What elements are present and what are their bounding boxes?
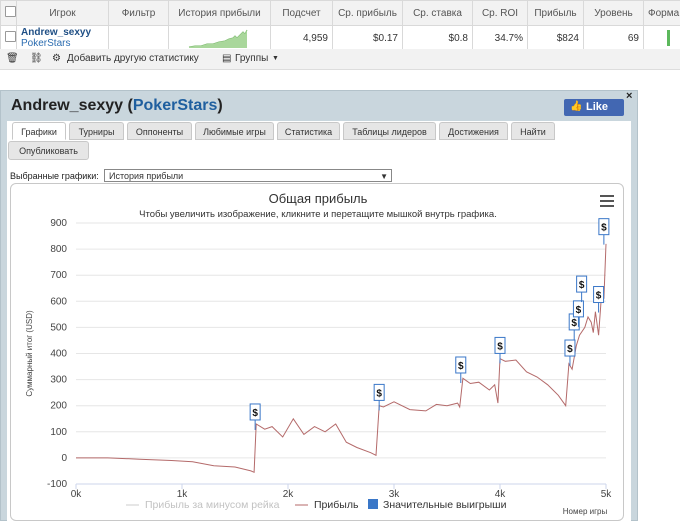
column-avg-roi[interactable]: Ср. ROI <box>473 1 528 26</box>
y-tick-label: 400 <box>50 349 67 360</box>
player-cell[interactable]: Andrew_sexyy PokerStars <box>17 26 109 51</box>
big-win-label: $ <box>567 344 573 355</box>
column-filter[interactable]: Фильтр <box>109 1 169 26</box>
tab-search[interactable]: Найти <box>511 122 555 140</box>
big-win-label: $ <box>376 388 382 399</box>
y-tick-label: 300 <box>50 375 67 386</box>
thumbs-up-icon: 👍 <box>570 101 582 112</box>
y-tick-label: 100 <box>50 427 67 438</box>
profit-series-line <box>76 244 606 472</box>
big-win-label: $ <box>497 341 503 352</box>
x-tick-label: 2k <box>283 489 295 500</box>
dropdown-arrow-icon: ▼ <box>380 170 388 183</box>
x-axis-title: Номер игры <box>563 507 608 516</box>
legend-symbol-big-wins <box>368 499 378 509</box>
column-avg-profit[interactable]: Ср. прибыль <box>333 1 403 26</box>
legend-net-profit: Прибыль за минусом рейка <box>145 499 280 511</box>
count-cell: 4,959 <box>271 26 333 51</box>
tab-leaderboards[interactable]: Таблицы лидеров <box>343 122 436 140</box>
avg-profit-cell: $0.17 <box>333 26 403 51</box>
column-avg-stake[interactable]: Ср. ставка <box>403 1 473 26</box>
level-cell: 69 <box>584 26 644 51</box>
tab-favorite-games[interactable]: Любимые игры <box>195 122 274 140</box>
link-icon[interactable]: ⛓ <box>30 53 43 64</box>
facebook-like-button[interactable]: 👍 Like <box>564 99 624 116</box>
column-form[interactable]: Форма <box>644 1 680 26</box>
y-tick-label: 500 <box>50 322 67 333</box>
panel-player-name: Andrew_sexyy <box>11 97 123 114</box>
graph-select-value: История прибыли <box>109 171 183 181</box>
profit-cell: $824 <box>528 26 584 51</box>
big-win-label: $ <box>252 408 258 419</box>
x-tick-label: 0k <box>71 489 83 500</box>
filter-cell <box>109 26 169 51</box>
column-count[interactable]: Подсчет <box>271 1 333 26</box>
tab-statistics[interactable]: Статистика <box>277 122 340 140</box>
big-win-label: $ <box>458 361 464 372</box>
trash-icon[interactable]: 🗑 <box>6 53 19 64</box>
row-checkbox[interactable] <box>1 26 17 51</box>
tab-tournaments[interactable]: Турниры <box>69 122 124 140</box>
form-bar <box>667 30 670 46</box>
y-tick-label: 900 <box>50 218 67 229</box>
column-level[interactable]: Уровень <box>584 1 644 26</box>
selected-graphs-label: Выбранные графики: <box>10 171 99 181</box>
groups-dropdown[interactable]: Группы <box>235 53 268 64</box>
big-win-label: $ <box>571 318 577 329</box>
tab-opponents[interactable]: Оппоненты <box>127 122 192 140</box>
avg-roi-cell: 34.7% <box>473 26 528 51</box>
legend-profit: Прибыль <box>314 499 359 511</box>
y-tick-label: 700 <box>50 270 67 281</box>
add-stat-button[interactable]: Добавить другую статистику <box>67 53 199 64</box>
gear-icon[interactable]: ⚙ <box>52 53 61 64</box>
avg-stake-cell: $0.8 <box>403 26 473 51</box>
y-tick-label: 200 <box>50 401 67 412</box>
profit-chart[interactable]: Общая прибыль Чтобы увеличить изображени… <box>10 183 624 521</box>
column-profit[interactable]: Прибыль <box>528 1 584 26</box>
y-tick-label: 600 <box>50 296 67 307</box>
big-win-label: $ <box>596 291 602 302</box>
select-all-checkbox[interactable] <box>1 1 17 26</box>
big-win-label: $ <box>579 280 585 291</box>
graph-select[interactable]: История прибыли ▼ <box>104 169 392 182</box>
tab-achievements[interactable]: Достижения <box>439 122 508 140</box>
profit-history-sparkline <box>169 26 271 51</box>
big-win-label: $ <box>601 223 607 234</box>
panel-title: Andrew_sexyy (PokerStars) <box>11 97 223 115</box>
y-axis-title: Суммарный итог (USD) <box>25 310 34 397</box>
player-name-link[interactable]: Andrew_sexyy <box>21 27 104 38</box>
table-header-row: Игрок Фильтр История прибыли Подсчет Ср.… <box>1 1 680 26</box>
like-label: Like <box>586 101 608 113</box>
player-site-link[interactable]: PokerStars <box>21 38 104 49</box>
y-tick-label: -100 <box>47 479 67 490</box>
big-win-label: $ <box>576 305 582 316</box>
table-row[interactable]: Andrew_sexyy PokerStars 4,959 $0.17 $0.8… <box>1 26 680 51</box>
form-cell <box>644 26 680 51</box>
panel-site-link[interactable]: PokerStars <box>133 97 218 114</box>
tab-publish[interactable]: Опубликовать <box>8 141 89 160</box>
chevron-down-icon[interactable]: ▼ <box>272 55 279 62</box>
stats-table: Игрок Фильтр История прибыли Подсчет Ср.… <box>0 0 680 51</box>
legend-big-wins: Значительные выигрыши <box>383 499 507 511</box>
x-tick-label: 5k <box>601 489 613 500</box>
table-toolbar: 🗑 ⛓ ⚙ Добавить другую статистику ▤ Групп… <box>0 49 680 70</box>
y-tick-label: 0 <box>61 453 67 464</box>
close-icon[interactable]: × <box>626 90 632 102</box>
groups-icon[interactable]: ▤ <box>222 53 231 64</box>
tab-graphs[interactable]: Графики <box>12 122 66 140</box>
y-tick-label: 800 <box>50 244 67 255</box>
column-profit-history[interactable]: История прибыли <box>169 1 271 26</box>
column-player[interactable]: Игрок <box>17 1 109 26</box>
